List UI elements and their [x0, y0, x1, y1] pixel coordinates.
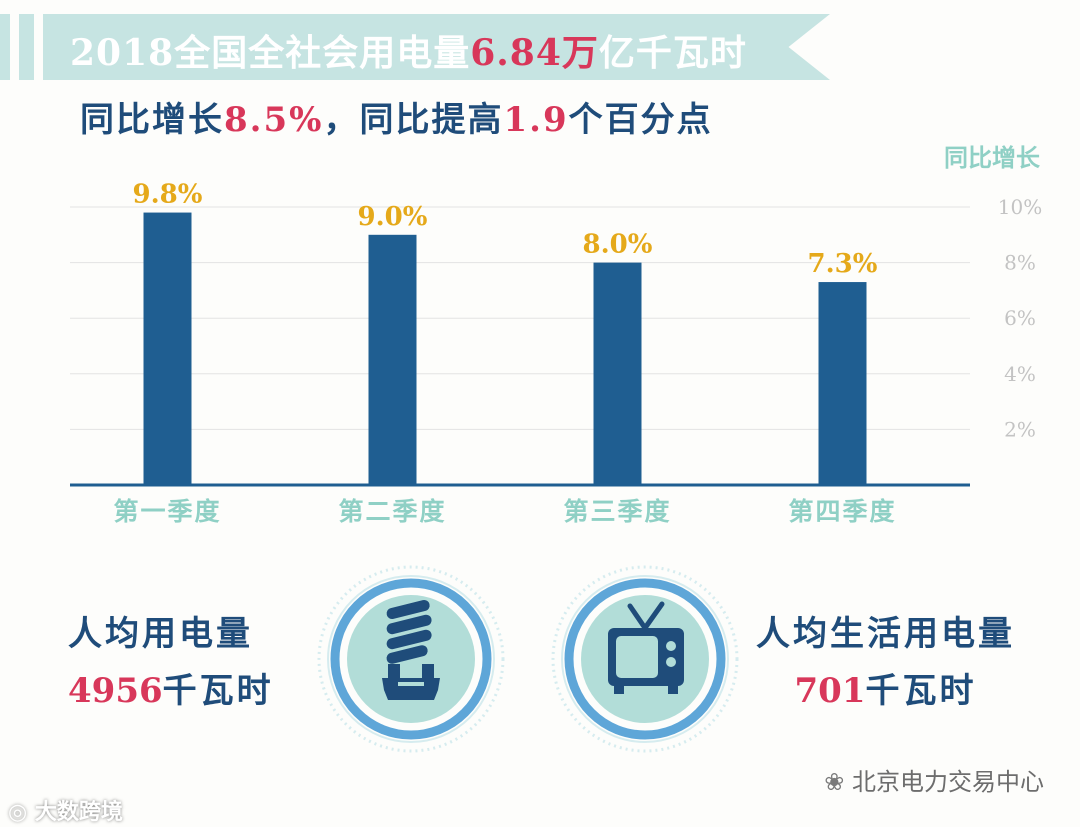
x-category-label: 第四季度 [788, 497, 896, 526]
stat-per-capita-unit: 千瓦时 [162, 671, 274, 711]
bar-data-label: 9.8% [133, 180, 203, 210]
watermark-source-text: 北京电力交易中心 [852, 768, 1044, 796]
bar [593, 262, 642, 485]
watermark-source: ❀ 北京电力交易中心 [824, 762, 1044, 797]
y-tick-label: 2% [1004, 417, 1036, 441]
banner-stripe [10, 14, 19, 80]
subtitle-part3: 个百分点 [568, 100, 713, 140]
y-tick-label: 8% [1004, 251, 1036, 275]
stat-per-capita: 人均用电量 4956千瓦时 [68, 606, 274, 712]
title-suffix: 亿千瓦时 [598, 32, 747, 74]
bar-data-label: 9.0% [358, 202, 428, 232]
stat-household-unit: 千瓦时 [865, 671, 977, 711]
bar [143, 212, 192, 485]
x-category-label: 第一季度 [113, 497, 221, 526]
page-subtitle: 同比增长8.5%，同比提高1.9个百分点 [80, 92, 713, 141]
y-tick-label: 10% [998, 195, 1042, 219]
stat-per-capita-value: 4956 [68, 671, 163, 711]
title-prefix: 2018全国全社会用电量 [70, 32, 471, 74]
tv-icon [551, 565, 739, 753]
watermark-corner: ◎ 大数跨境 [8, 794, 123, 826]
subtitle-part2: ，同比提高 [323, 100, 504, 140]
bar [818, 282, 867, 485]
x-category-label: 第二季度 [338, 497, 446, 526]
y-tick-label: 6% [1004, 306, 1036, 330]
watermark-corner-text: 大数跨境 [34, 800, 123, 825]
stat-household-value: 701 [794, 671, 866, 711]
title-value: 6.84万 [470, 32, 599, 74]
bar-data-label: 7.3% [808, 249, 878, 279]
wechat-icon: ❀ [824, 768, 845, 796]
page-title: 2018全国全社会用电量6.84万亿千瓦时 [70, 24, 747, 76]
bar-data-label: 8.0% [583, 230, 653, 260]
subtitle-value2: 1.9 [503, 100, 569, 140]
y-tick-label: 4% [1004, 362, 1036, 386]
stat-household: 人均生活用电量 701千瓦时 [756, 606, 1015, 712]
bar [368, 234, 417, 485]
subtitle-value1: 8.5% [224, 100, 324, 140]
stat-household-label: 人均生活用电量 [756, 614, 1015, 654]
subtitle-part1: 同比增长 [80, 100, 224, 140]
weibo-icon: ◎ [8, 800, 28, 825]
banner-stripe [34, 14, 43, 80]
title-banner [0, 14, 830, 80]
y-axis-title: 同比增长 [944, 143, 1041, 172]
stat-per-capita-label: 人均用电量 [68, 614, 253, 654]
light-bulb-icon [317, 565, 505, 753]
x-category-label: 第三季度 [563, 497, 671, 526]
quarterly-growth-chart: 2% 4% 6% 8% 10% 同比增长 9.8% 第一季度 9.0% 第二季度 8.0% 第三季度 7… [70, 143, 1042, 526]
